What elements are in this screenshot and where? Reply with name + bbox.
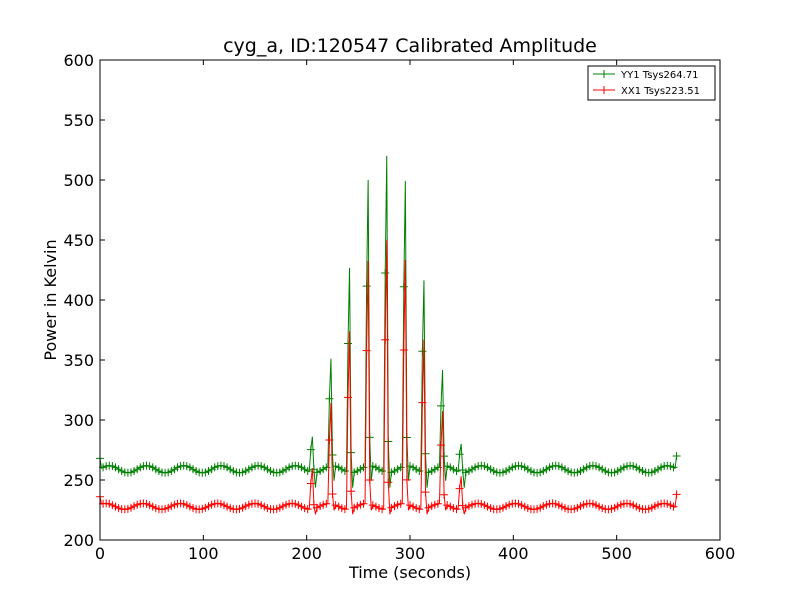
series-xx1-point <box>402 475 411 484</box>
series-yy1-point <box>306 445 315 454</box>
series-xx1-point <box>325 435 334 444</box>
x-tick-label: 300 <box>395 544 426 563</box>
series-yy1-point <box>672 452 681 460</box>
series-yy1-point <box>399 282 408 291</box>
y-tick-label: 300 <box>63 411 94 430</box>
series-xx1-point <box>672 490 681 499</box>
series-xx1-point <box>455 484 464 493</box>
y-tick-label: 200 <box>63 531 94 550</box>
series-xx1-point <box>440 490 449 499</box>
y-tick-label: 600 <box>63 51 94 70</box>
series-yy1-point <box>328 451 337 460</box>
legend-box <box>587 65 716 101</box>
series-yy1-point <box>440 452 449 461</box>
series-xx1-point <box>322 499 331 508</box>
series-yy1-point <box>378 467 387 475</box>
series-xx1-point <box>359 499 368 508</box>
series-xx1-point <box>328 489 337 498</box>
series-yy1-point <box>303 467 312 475</box>
series-xx1-point <box>396 499 405 508</box>
series-xx1-point <box>399 346 408 355</box>
y-tick-label: 350 <box>63 351 94 370</box>
series-yy1-point <box>325 394 334 403</box>
x-tick-label: 500 <box>601 544 632 563</box>
series-xx1-point <box>381 335 390 344</box>
tick-layer: 0 100 200 300 400 500 600 200 250 300 350 400 450 500… <box>63 51 735 563</box>
series-yy1-point <box>340 467 349 475</box>
series-xx1-point <box>669 502 678 511</box>
series-yy1-point <box>362 282 371 291</box>
series-yy1-point <box>669 463 678 472</box>
y-tick-label: 450 <box>63 231 94 250</box>
x-tick-label: 200 <box>291 544 322 563</box>
x-tick-label: 100 <box>188 544 219 563</box>
legend-entry-yy1: YY1 Tsys264.71 <box>593 70 699 81</box>
series-xx1 <box>96 239 681 515</box>
series-yy1-point <box>452 467 461 475</box>
series-yy1 <box>96 155 681 488</box>
y-tick-label: 250 <box>63 471 94 490</box>
series-xx1-point <box>415 505 424 514</box>
series-yy1-point <box>396 463 405 472</box>
series-yy1-point <box>418 347 427 356</box>
x-tick-label: 600 <box>705 544 736 563</box>
series-yy1-point <box>437 401 445 410</box>
series-xx1-point <box>344 393 352 402</box>
series-xx1-point <box>384 478 393 487</box>
series-yy1-point <box>344 339 352 348</box>
series-layer <box>96 155 681 515</box>
series-yy1-point <box>455 450 464 459</box>
series-xx1-point <box>437 441 445 450</box>
legend-label-yy1: YY1 Tsys264.71 <box>620 70 699 81</box>
series-xx1-point <box>421 488 430 497</box>
legend-label-xx1: XX1 Tsys223.51 <box>621 86 700 97</box>
legend-entry-xx1: XX1 Tsys223.51 <box>593 86 700 97</box>
x-tick-label: 400 <box>498 544 529 563</box>
series-xx1-point <box>362 346 371 355</box>
series-xx1-point <box>306 479 315 488</box>
series-yy1-point <box>359 463 368 472</box>
legend: YY1 Tsys264.71 XX1 Tsys223.51 <box>587 65 716 101</box>
series-yy1-point <box>381 268 390 277</box>
y-tick-label: 400 <box>63 291 94 310</box>
y-tick-label: 500 <box>63 171 94 190</box>
series-xx1-point <box>378 505 387 514</box>
series-xx1-point <box>452 505 461 514</box>
x-axis-label: Time (seconds) <box>348 563 471 582</box>
y-axis-label: Power in Kelvin <box>41 239 60 360</box>
series-xx1-point <box>340 505 349 514</box>
series-xx1-point <box>347 487 356 496</box>
chart-title: cyg_a, ID:120547 Calibrated Amplitude <box>223 35 597 57</box>
x-tick-label: 0 <box>95 544 105 563</box>
y-tick-label: 550 <box>63 111 94 130</box>
series-xx1-point <box>365 475 374 484</box>
series-yy1-point <box>415 467 424 475</box>
series-xx1-point <box>418 398 427 407</box>
series-xx1-point <box>303 505 312 514</box>
series-xx1-point <box>433 499 442 508</box>
